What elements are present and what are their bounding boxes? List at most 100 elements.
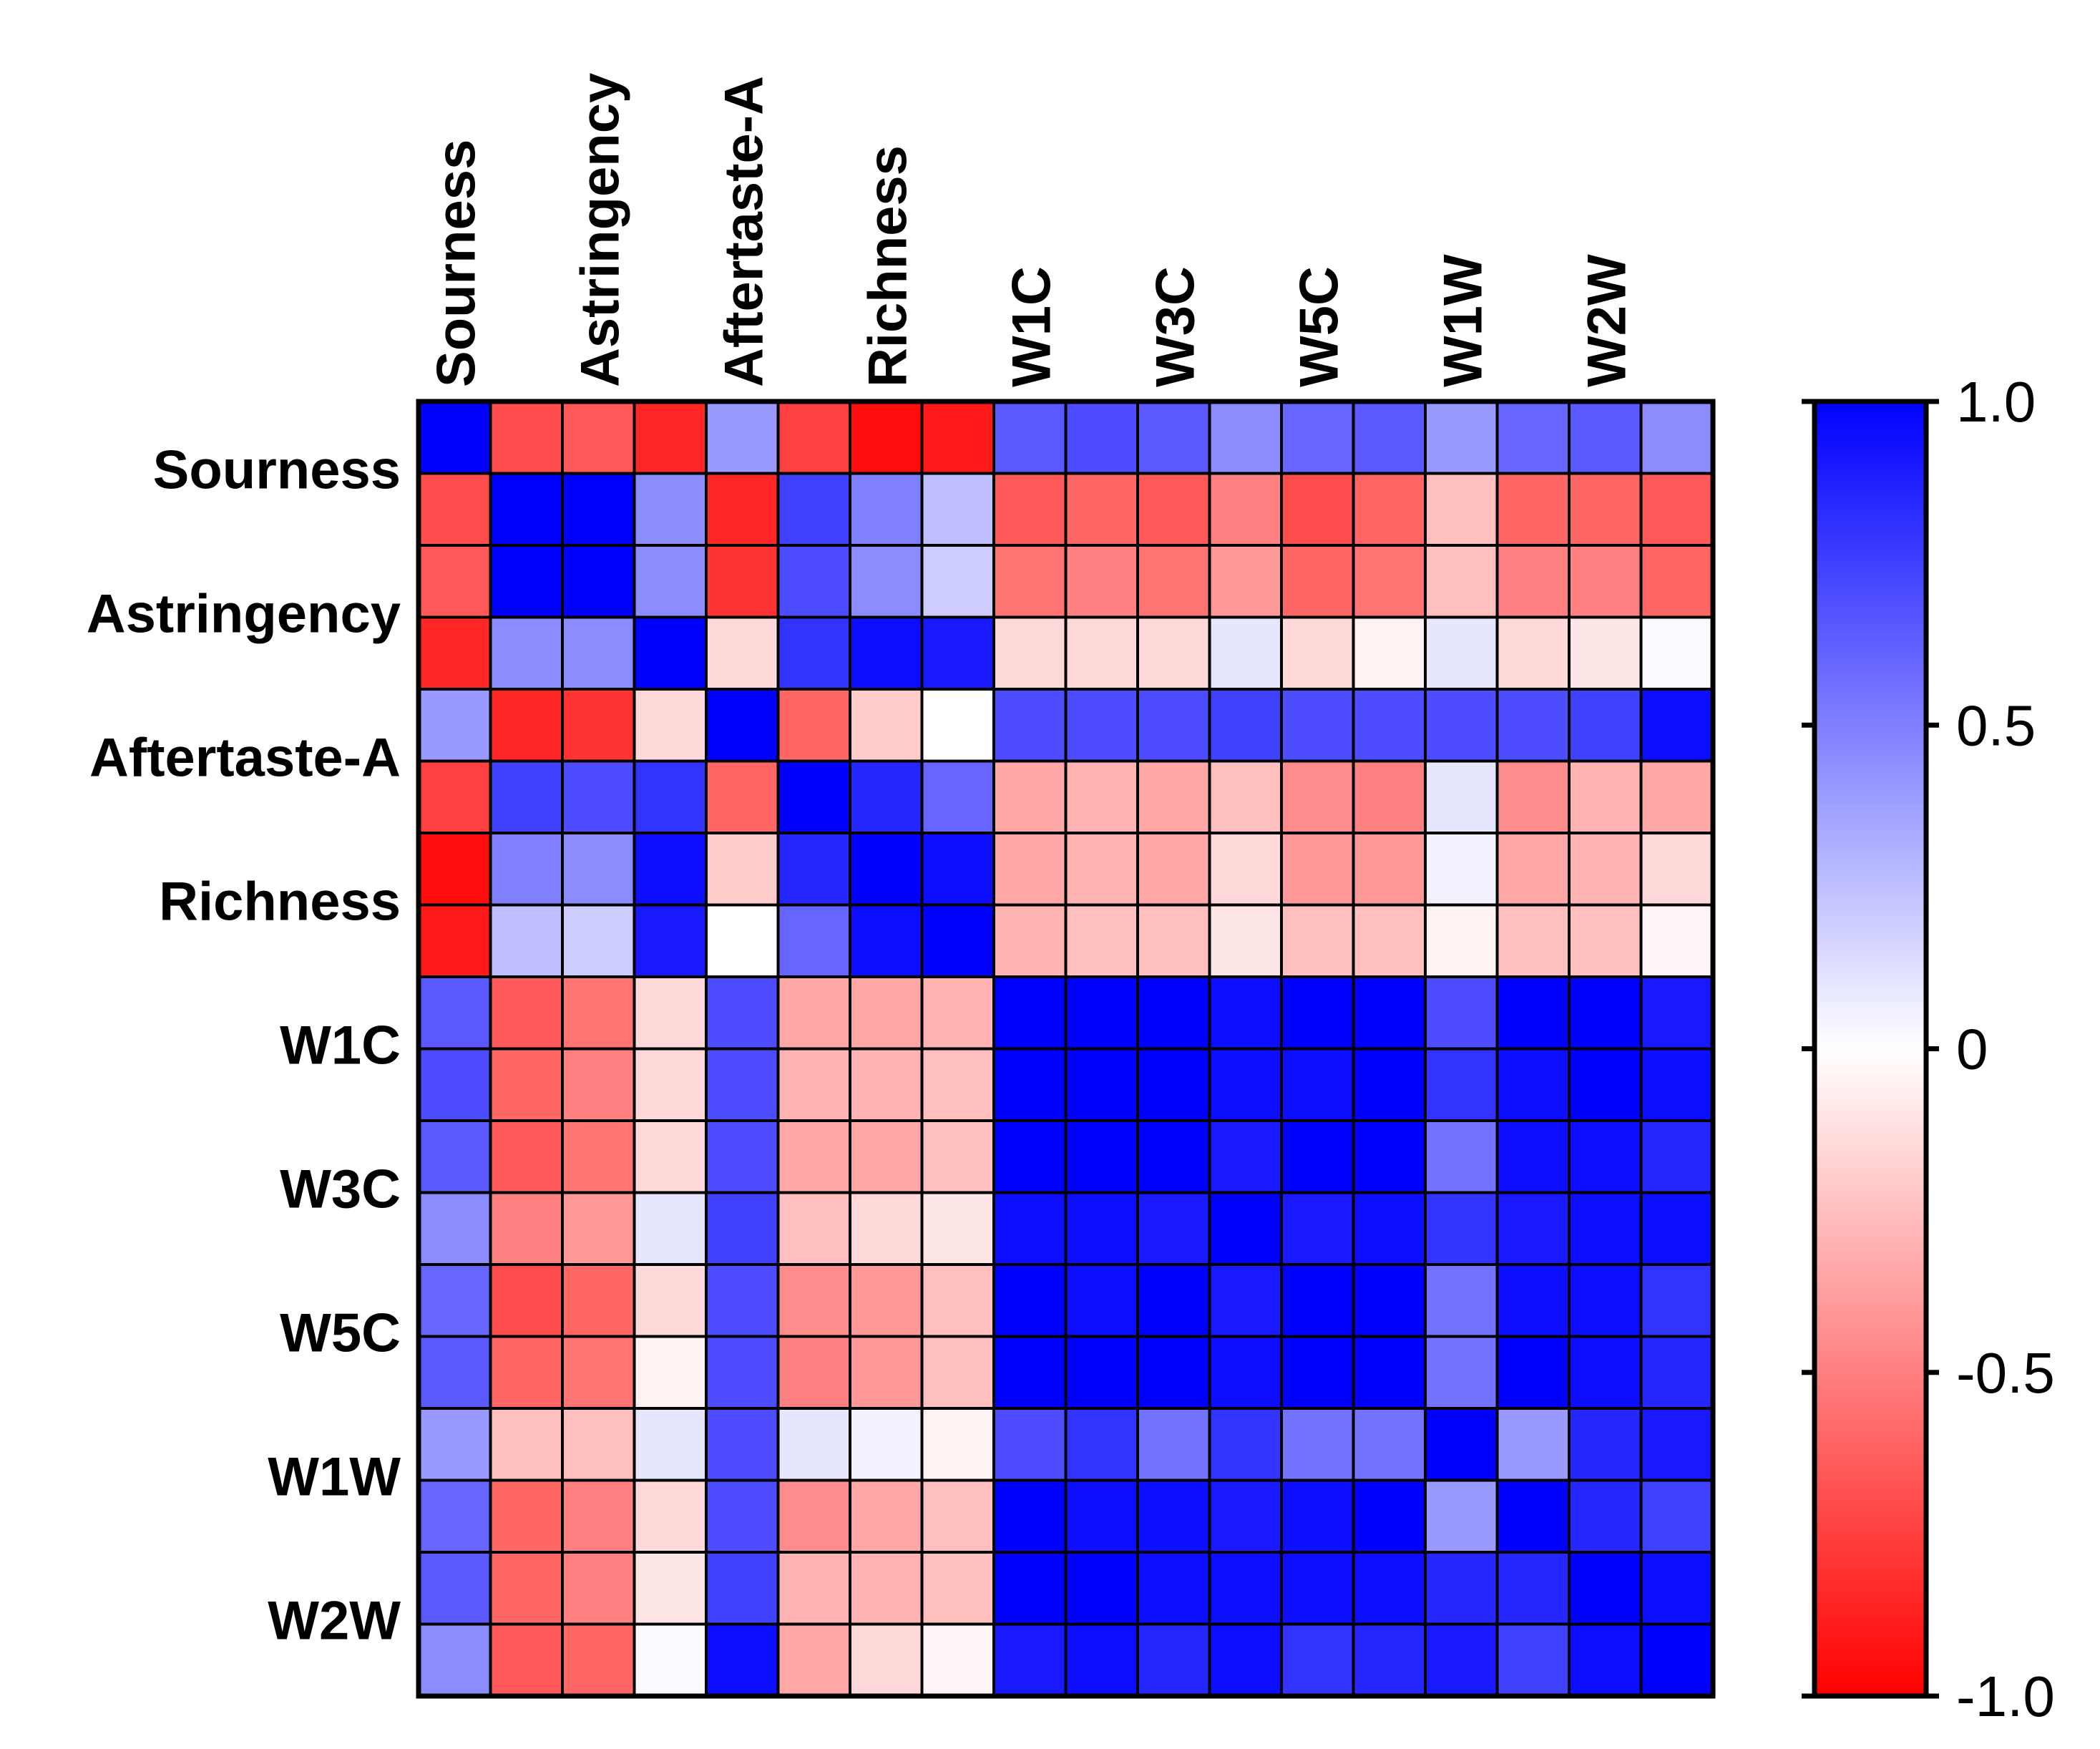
colorbar-tick-label-2: 0 xyxy=(1956,1018,1988,1081)
heatmap-cell-r15-c6 xyxy=(849,1478,924,1554)
colorbar-gradient xyxy=(1812,399,1929,1699)
heatmap-cell-r17-c14 xyxy=(1424,1622,1499,1697)
heatmap-cell-r11-c10 xyxy=(1136,1191,1211,1266)
heatmap-cell-r2-c11 xyxy=(1208,544,1283,619)
heatmap-cell-r8-c16 xyxy=(1568,975,1643,1051)
heatmap-cell-r16-c16 xyxy=(1568,1551,1643,1626)
heatmap-cell-r11-c13 xyxy=(1352,1191,1427,1266)
heatmap-cell-r13-c15 xyxy=(1495,1335,1571,1410)
heatmap-cell-r4-c0 xyxy=(417,688,492,763)
column-label-w3c: W3C xyxy=(1145,266,1206,387)
heatmap-cell-r16-c6 xyxy=(849,1551,924,1626)
heatmap-cell-r5-c12 xyxy=(1280,759,1355,834)
heatmap-cell-r14-c7 xyxy=(920,1407,995,1482)
heatmap-cell-r9-c7 xyxy=(920,1047,995,1122)
heatmap-cell-r9-c14 xyxy=(1424,1047,1499,1122)
colorbar-tick-label-4: -1.0 xyxy=(1956,1665,2055,1728)
heatmap-cell-r13-c14 xyxy=(1424,1335,1499,1410)
row-label-aftertaste-a: Aftertaste-A xyxy=(89,728,401,789)
heatmap-cell-r6-c17 xyxy=(1639,832,1714,907)
heatmap-cell-r2-c10 xyxy=(1136,544,1211,619)
heatmap-cell-r7-c2 xyxy=(561,903,636,978)
heatmap-cell-r10-c10 xyxy=(1136,1119,1211,1194)
heatmap-cell-r6-c4 xyxy=(705,832,780,907)
heatmap-cell-r9-c15 xyxy=(1495,1047,1571,1122)
heatmap-cell-r14-c6 xyxy=(849,1407,924,1482)
heatmap-cell-r16-c14 xyxy=(1424,1551,1499,1626)
heatmap-cell-r16-c11 xyxy=(1208,1551,1283,1626)
heatmap-cell-r6-c2 xyxy=(561,832,636,907)
heatmap-cell-r12-c7 xyxy=(920,1263,995,1338)
heatmap-cell-r5-c2 xyxy=(561,759,636,834)
heatmap-cell-r15-c17 xyxy=(1639,1478,1714,1554)
heatmap-cell-r3-c10 xyxy=(1136,615,1211,691)
heatmap-cell-r8-c0 xyxy=(417,975,492,1051)
heatmap-cell-r3-c3 xyxy=(633,615,708,691)
heatmap-cell-r17-c1 xyxy=(489,1622,564,1697)
heatmap-cell-r1-c4 xyxy=(705,472,780,547)
heatmap-cell-r7-c17 xyxy=(1639,903,1714,978)
column-label-w1c: W1C xyxy=(1001,266,1062,387)
heatmap-cell-r10-c8 xyxy=(992,1119,1068,1194)
heatmap-cell-r4-c1 xyxy=(489,688,564,763)
heatmap-cell-r4-c15 xyxy=(1495,688,1571,763)
heatmap-cell-r1-c5 xyxy=(776,472,851,547)
heatmap-cell-r10-c0 xyxy=(417,1119,492,1194)
heatmap-cell-r9-c11 xyxy=(1208,1047,1283,1122)
heatmap-cell-r15-c8 xyxy=(992,1478,1068,1554)
heatmap-cell-r1-c9 xyxy=(1064,472,1139,547)
heatmap-cell-r16-c9 xyxy=(1064,1551,1139,1626)
heatmap-cell-r10-c5 xyxy=(776,1119,851,1194)
heatmap-cell-r6-c16 xyxy=(1568,832,1643,907)
heatmap-cell-r15-c4 xyxy=(705,1478,780,1554)
heatmap-cell-r13-c9 xyxy=(1064,1335,1139,1410)
heatmap-cell-r5-c1 xyxy=(489,759,564,834)
heatmap-cell-r3-c1 xyxy=(489,615,564,691)
heatmap-cell-r12-c9 xyxy=(1064,1263,1139,1338)
heatmap-cell-r1-c2 xyxy=(561,472,636,547)
heatmap-cell-r5-c7 xyxy=(920,759,995,834)
heatmap-cell-r7-c14 xyxy=(1424,903,1499,978)
heatmap-cell-r10-c3 xyxy=(633,1119,708,1194)
heatmap-cell-r14-c13 xyxy=(1352,1407,1427,1482)
heatmap-cell-r11-c12 xyxy=(1280,1191,1355,1266)
heatmap-cell-r11-c0 xyxy=(417,1191,492,1266)
heatmap-cell-r15-c10 xyxy=(1136,1478,1211,1554)
heatmap-cell-r6-c1 xyxy=(489,832,564,907)
heatmap-cell-r8-c7 xyxy=(920,975,995,1051)
heatmap-cell-r15-c5 xyxy=(776,1478,851,1554)
heatmap-cell-r12-c16 xyxy=(1568,1263,1643,1338)
heatmap-cell-r14-c2 xyxy=(561,1407,636,1482)
heatmap-cell-r1-c12 xyxy=(1280,472,1355,547)
heatmap-cell-r8-c17 xyxy=(1639,975,1714,1051)
heatmap-cell-r1-c7 xyxy=(920,472,995,547)
heatmap-cell-r17-c0 xyxy=(417,1622,492,1697)
heatmap-cell-r2-c0 xyxy=(417,544,492,619)
heatmap-cell-r0-c17 xyxy=(1639,400,1714,475)
heatmap-cell-r13-c7 xyxy=(920,1335,995,1410)
heatmap-cell-r14-c8 xyxy=(992,1407,1068,1482)
row-label-richness: Richness xyxy=(159,872,401,932)
heatmap-cell-r6-c5 xyxy=(776,832,851,907)
heatmap-cell-r14-c11 xyxy=(1208,1407,1283,1482)
heatmap-cell-r13-c3 xyxy=(633,1335,708,1410)
heatmap-cell-r3-c15 xyxy=(1495,615,1571,691)
colorbar-tick-label-1: 0.5 xyxy=(1956,693,2036,757)
heatmap-cell-r4-c16 xyxy=(1568,688,1643,763)
heatmap-cell-r16-c10 xyxy=(1136,1551,1211,1626)
heatmap-cell-r9-c9 xyxy=(1064,1047,1139,1122)
heatmap-cell-r16-c13 xyxy=(1352,1551,1427,1626)
heatmap-cell-r5-c16 xyxy=(1568,759,1643,834)
heatmap-cell-r17-c17 xyxy=(1639,1622,1714,1697)
heatmap-cell-r0-c16 xyxy=(1568,400,1643,475)
heatmap-cell-r1-c10 xyxy=(1136,472,1211,547)
heatmap-cell-r1-c17 xyxy=(1639,472,1714,547)
heatmap-cell-r14-c15 xyxy=(1495,1407,1571,1482)
heatmap-cell-r6-c14 xyxy=(1424,832,1499,907)
heatmap-cell-r17-c7 xyxy=(920,1622,995,1697)
heatmap-cell-r3-c12 xyxy=(1280,615,1355,691)
heatmap-cell-r6-c13 xyxy=(1352,832,1427,907)
heatmap-cell-r8-c12 xyxy=(1280,975,1355,1051)
column-label-w1w: W1W xyxy=(1432,254,1493,387)
heatmap-cell-r15-c9 xyxy=(1064,1478,1139,1554)
